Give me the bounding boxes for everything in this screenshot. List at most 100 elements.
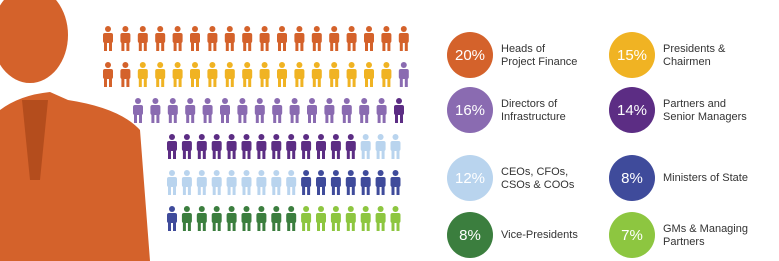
icon-body xyxy=(301,141,311,151)
icon-leg xyxy=(213,78,216,87)
icon-leg xyxy=(367,222,370,231)
icon-leg xyxy=(300,42,303,51)
person-icon xyxy=(361,170,371,195)
icon-leg xyxy=(392,222,395,231)
person-icon xyxy=(331,170,341,195)
person-icon xyxy=(376,134,386,159)
person-icon xyxy=(225,26,235,51)
icon-head xyxy=(318,206,324,212)
person-icon xyxy=(103,26,113,51)
person-icon xyxy=(347,26,357,51)
person-icon xyxy=(307,98,317,123)
icon-head xyxy=(288,170,294,176)
icon-body xyxy=(173,33,183,43)
icon-head xyxy=(288,206,294,212)
icon-body xyxy=(346,177,356,187)
icon-leg xyxy=(337,150,340,159)
icon-head xyxy=(105,26,111,32)
icon-leg xyxy=(188,186,191,195)
icon-body xyxy=(150,105,160,115)
icon-head xyxy=(378,206,384,212)
icon-head xyxy=(262,62,268,68)
icon-leg xyxy=(382,78,385,87)
icon-leg xyxy=(307,150,310,159)
legend-value: 12% xyxy=(455,170,485,187)
person-icon xyxy=(227,170,237,195)
person-icon xyxy=(312,62,322,87)
icon-leg xyxy=(248,186,251,195)
icon-leg xyxy=(151,114,154,123)
icon-leg xyxy=(277,222,280,231)
icon-leg xyxy=(226,42,229,51)
icon-leg xyxy=(121,42,124,51)
person-icon xyxy=(212,206,222,231)
icon-body xyxy=(271,177,281,187)
icon-body xyxy=(316,213,326,223)
icon-head xyxy=(383,26,389,32)
person-icon xyxy=(329,62,339,87)
icon-leg xyxy=(139,78,142,87)
icon-leg xyxy=(400,114,403,123)
person-icon xyxy=(376,170,386,195)
icon-body xyxy=(182,141,192,151)
icon-head xyxy=(396,98,402,104)
icon-body xyxy=(260,33,270,43)
icon-head xyxy=(331,26,337,32)
icon-body xyxy=(286,177,296,187)
icon-body xyxy=(359,105,369,115)
icon-leg xyxy=(262,150,265,159)
legend-label: Partners xyxy=(663,236,705,248)
icon-leg xyxy=(266,78,269,87)
icon-leg xyxy=(367,150,370,159)
icon-leg xyxy=(322,222,325,231)
icon-leg xyxy=(313,42,316,51)
icon-leg xyxy=(144,42,147,51)
person-icon xyxy=(185,98,195,123)
person-icon xyxy=(272,98,282,123)
icon-leg xyxy=(318,42,321,51)
person-icon xyxy=(227,206,237,231)
icon-head xyxy=(214,206,220,212)
icon-head xyxy=(314,26,320,32)
icon-body xyxy=(294,33,304,43)
icon-leg xyxy=(272,186,275,195)
icon-head xyxy=(209,26,215,32)
icon-leg xyxy=(313,78,316,87)
icon-body xyxy=(324,105,334,115)
icon-body xyxy=(256,141,266,151)
icon-body xyxy=(207,69,217,79)
icon-leg xyxy=(256,114,259,123)
icon-head xyxy=(184,206,190,212)
icon-leg xyxy=(243,186,246,195)
icon-leg xyxy=(313,114,316,123)
person-icon xyxy=(256,170,266,195)
person-icon xyxy=(286,134,296,159)
icon-leg xyxy=(243,114,246,123)
icon-leg xyxy=(257,222,260,231)
icon-head xyxy=(229,170,235,176)
person-icon xyxy=(212,134,222,159)
icon-leg xyxy=(121,78,124,87)
icon-head xyxy=(258,170,264,176)
icon-head xyxy=(140,26,146,32)
legend-label: Ministers of State xyxy=(663,172,748,184)
icon-body xyxy=(242,141,252,151)
icon-leg xyxy=(302,222,305,231)
icon-leg xyxy=(330,42,333,51)
icon-leg xyxy=(126,78,129,87)
icon-leg xyxy=(405,42,408,51)
person-icon xyxy=(173,62,183,87)
person-icon xyxy=(227,134,237,159)
icon-body xyxy=(301,213,311,223)
icon-leg xyxy=(203,150,206,159)
icon-leg xyxy=(139,42,142,51)
icon-head xyxy=(366,62,372,68)
icon-leg xyxy=(397,186,400,195)
icon-leg xyxy=(186,114,189,123)
person-icon xyxy=(173,26,183,51)
icon-body xyxy=(155,69,165,79)
icon-leg xyxy=(218,186,221,195)
icon-body xyxy=(168,105,178,115)
icon-head xyxy=(401,62,407,68)
icon-leg xyxy=(261,42,264,51)
